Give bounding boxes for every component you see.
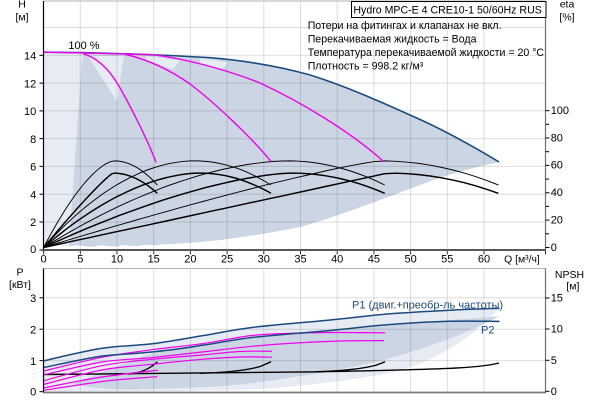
svg-text:P1 (двиг.+преобр-ль частоты): P1 (двиг.+преобр-ль частоты): [352, 300, 503, 312]
svg-text:0: 0: [551, 242, 557, 254]
svg-text:5: 5: [551, 355, 557, 367]
svg-text:[кВт]: [кВт]: [9, 279, 31, 291]
svg-text:10: 10: [24, 106, 36, 118]
svg-text:0: 0: [30, 387, 36, 399]
svg-text:10: 10: [111, 254, 123, 266]
svg-text:10: 10: [551, 324, 563, 336]
svg-text:15: 15: [148, 254, 160, 266]
svg-text:4: 4: [30, 189, 36, 201]
svg-text:0: 0: [551, 386, 557, 398]
svg-text:Перекачиваемая жидкость = Вода: Перекачиваемая жидкость = Вода: [308, 34, 477, 46]
svg-text:50: 50: [404, 254, 416, 266]
svg-text:45: 45: [368, 254, 380, 266]
svg-text:40: 40: [331, 254, 343, 266]
svg-text:2: 2: [30, 217, 36, 229]
svg-text:eta: eta: [560, 0, 575, 11]
svg-text:0: 0: [41, 254, 47, 266]
svg-text:20: 20: [551, 214, 563, 226]
svg-text:15: 15: [551, 293, 563, 305]
svg-text:20: 20: [184, 254, 196, 266]
svg-text:40: 40: [551, 187, 563, 199]
svg-text:Температура перекачиваемой жид: Температура перекачиваемой жидкости = 20…: [308, 47, 545, 59]
svg-text:2: 2: [30, 324, 36, 336]
svg-text:Потери на фитингах и клапанах: Потери на фитингах и клапанах не вкл.: [308, 20, 502, 32]
svg-text:[%]: [%]: [559, 11, 574, 23]
svg-text:Плотность = 998.2 кг/м³: Плотность = 998.2 кг/м³: [308, 61, 424, 73]
svg-text:25: 25: [221, 254, 233, 266]
svg-text:12: 12: [24, 78, 36, 90]
svg-text:P: P: [16, 267, 23, 279]
svg-text:100: 100: [551, 105, 569, 117]
svg-text:80: 80: [551, 132, 563, 144]
svg-text:3: 3: [30, 293, 36, 305]
svg-text:100 %: 100 %: [68, 40, 99, 52]
svg-text:6: 6: [30, 162, 36, 174]
svg-text:H: H: [18, 0, 26, 11]
svg-text:35: 35: [294, 254, 306, 266]
svg-text:[м]: [м]: [566, 281, 579, 293]
svg-text:[м]: [м]: [15, 11, 28, 23]
svg-text:P2: P2: [481, 325, 494, 337]
svg-text:0: 0: [30, 244, 36, 256]
svg-text:8: 8: [30, 134, 36, 146]
svg-text:55: 55: [441, 254, 453, 266]
svg-text:30: 30: [258, 254, 270, 266]
svg-text:60: 60: [551, 160, 563, 172]
svg-text:Hydro MPC-E 4 CRE10-1 50/60Hz: Hydro MPC-E 4 CRE10-1 50/60Hz RUS: [353, 5, 541, 17]
svg-text:14: 14: [24, 51, 36, 63]
svg-text:60: 60: [478, 254, 490, 266]
svg-text:5: 5: [77, 254, 83, 266]
svg-text:Q [м³/ч]: Q [м³/ч]: [504, 255, 540, 266]
svg-text:1: 1: [30, 356, 36, 368]
svg-text:NPSH: NPSH: [555, 269, 584, 281]
